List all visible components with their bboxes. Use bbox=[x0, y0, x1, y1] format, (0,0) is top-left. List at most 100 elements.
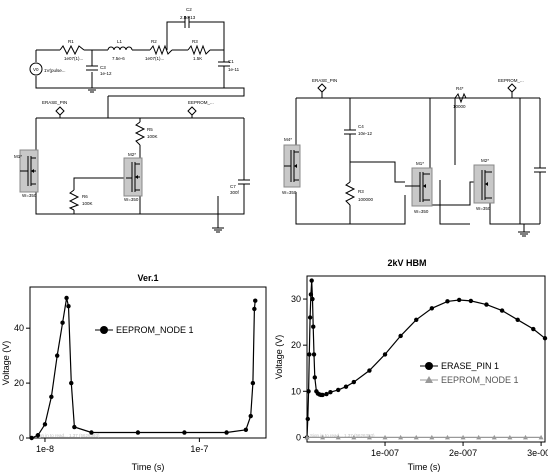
chart2-data-point bbox=[522, 434, 528, 440]
chart2-plot-area bbox=[306, 275, 546, 443]
chart1-data-point bbox=[89, 430, 94, 435]
c7-label: C7 bbox=[230, 184, 236, 189]
chart1-x-tick-label: 1e-7 bbox=[190, 444, 208, 454]
capacitor-c2 bbox=[184, 16, 195, 28]
m1-right-width: W=350 bbox=[414, 209, 429, 214]
m1-width: W=350 bbox=[22, 193, 37, 198]
capacitor-c4 bbox=[344, 129, 356, 150]
chart2-data-point bbox=[366, 434, 372, 440]
chart2-data-point bbox=[343, 384, 349, 389]
chart2-legend-entry-eeprom: EEPROM_NODE 1 bbox=[441, 375, 519, 385]
chart2-data-point bbox=[429, 306, 435, 311]
chart2-data-point bbox=[476, 434, 482, 440]
v0-value: 1V(pulse... bbox=[44, 68, 66, 73]
chart2-data-point bbox=[351, 434, 357, 440]
chart2-data-point bbox=[335, 434, 341, 440]
capacitor-c1 bbox=[218, 61, 230, 80]
chart2-data-point bbox=[414, 317, 419, 323]
chart1-data-point bbox=[29, 435, 34, 441]
chart2-data-point bbox=[312, 375, 318, 380]
chart2-x-tick-label: 2e-007 bbox=[449, 448, 477, 458]
chart2-data-point bbox=[320, 392, 325, 398]
chart2-data-point bbox=[324, 391, 329, 397]
r1-label: R1 bbox=[68, 39, 74, 44]
r5-label: R5 bbox=[147, 127, 153, 132]
r3-right-value: 100000 bbox=[358, 197, 374, 202]
chart2-data-point bbox=[311, 352, 317, 357]
m4-width: W=350 bbox=[282, 190, 297, 195]
chart2-data-point bbox=[507, 434, 513, 440]
chart1-watermark: Sign in to read... 1.37 (5626393) bbox=[35, 433, 100, 438]
chart2-data-point bbox=[308, 292, 314, 297]
c4-value: 10e-12 bbox=[358, 131, 373, 136]
m2-right-label: M2* bbox=[481, 158, 489, 163]
chart1-x-axis-label: Time (s) bbox=[132, 462, 165, 472]
chart2-data-point bbox=[413, 434, 419, 440]
schematic-right: ERASE_PIN EEPROM_... R4* 10000 C4 10e-12… bbox=[282, 78, 546, 237]
c3-label: C3 bbox=[100, 65, 106, 70]
chart2-data-point bbox=[336, 387, 341, 393]
chart1-data-point bbox=[49, 394, 54, 400]
ground-symbol bbox=[518, 231, 530, 237]
r3-value: 1.5K bbox=[193, 56, 202, 61]
chart1-data-point bbox=[135, 430, 141, 435]
chart1-data-point bbox=[248, 413, 253, 419]
chart2-data-point bbox=[306, 389, 311, 394]
inductor-l1 bbox=[107, 46, 133, 51]
chart2-data-point bbox=[542, 336, 548, 341]
chart1-data-point bbox=[72, 424, 77, 430]
chart1-y-tick-label: 20 bbox=[14, 378, 24, 388]
chart2-data-point bbox=[351, 379, 357, 385]
chart2-data-point bbox=[309, 278, 314, 283]
r2-value: 1e07(1)... bbox=[145, 56, 164, 61]
r1-value: 1e07(1)... bbox=[64, 56, 83, 61]
chart2-x-tick-label: 1e-007 bbox=[371, 448, 399, 458]
chart1-y-axis-label: Voltage (V) bbox=[1, 341, 11, 386]
chart2-data-point bbox=[499, 308, 505, 313]
chart2-data-point bbox=[484, 302, 489, 307]
v0-label: V0 bbox=[33, 67, 39, 72]
chart2-y-tick-label: 10 bbox=[291, 386, 301, 396]
l1-value: 7.5e-6 bbox=[112, 56, 125, 61]
chart1-data-point bbox=[224, 430, 229, 435]
chart2-data-point bbox=[456, 297, 462, 303]
chart1-data-point bbox=[69, 380, 74, 386]
chart2-data-point bbox=[515, 317, 520, 323]
chart2-data-point bbox=[382, 352, 388, 357]
chart1-data-point bbox=[60, 320, 65, 325]
r6-label: R6 bbox=[82, 194, 88, 199]
c1-label: C1 bbox=[228, 59, 234, 64]
chart1-y-tick-label: 0 bbox=[19, 433, 24, 443]
chart1-y-tick-label: 40 bbox=[14, 323, 24, 333]
eeprom-pin-label: EEPROM_... bbox=[498, 78, 524, 83]
chart2-y-axis-label: Voltage (V) bbox=[274, 335, 284, 380]
transistor-m2-right bbox=[473, 164, 495, 204]
c1-value: 1e-11 bbox=[228, 67, 240, 72]
chart2-data-point bbox=[444, 434, 450, 440]
chart2-data-point bbox=[398, 434, 404, 440]
c4-label: C4 bbox=[358, 124, 364, 129]
c7-value: 300f bbox=[230, 190, 240, 195]
transistor-m1 bbox=[19, 149, 39, 193]
eeprom-pin-label: EEPROM_... bbox=[188, 100, 214, 105]
chart2-data-point bbox=[382, 434, 388, 440]
chart2-y-tick-label: 30 bbox=[291, 294, 301, 304]
r3-label: R3 bbox=[192, 39, 198, 44]
capacitor-c3 bbox=[86, 65, 98, 71]
resistor-r6 bbox=[68, 189, 80, 211]
resistor-r3-right bbox=[344, 181, 356, 206]
r4-label: R4* bbox=[456, 86, 464, 91]
chart2-data-point bbox=[320, 434, 326, 440]
c2-value: 2.8e-13 bbox=[180, 15, 196, 20]
erase-pin-label: ERASE_PIN bbox=[312, 78, 337, 83]
chart2-data-point bbox=[531, 326, 536, 332]
chart2-data-point bbox=[311, 324, 316, 329]
r6-value: 100K bbox=[82, 201, 93, 206]
chart2-data-point bbox=[398, 333, 403, 339]
voltage-source-v0 bbox=[29, 62, 43, 76]
chart2-legend: ERASE_PIN 1 EEPROM_NODE 1 bbox=[420, 361, 519, 385]
m4-label: M4* bbox=[284, 137, 292, 142]
resistor-r3 bbox=[187, 44, 211, 56]
chart1-x-tick-label: 1e-8 bbox=[36, 444, 54, 454]
